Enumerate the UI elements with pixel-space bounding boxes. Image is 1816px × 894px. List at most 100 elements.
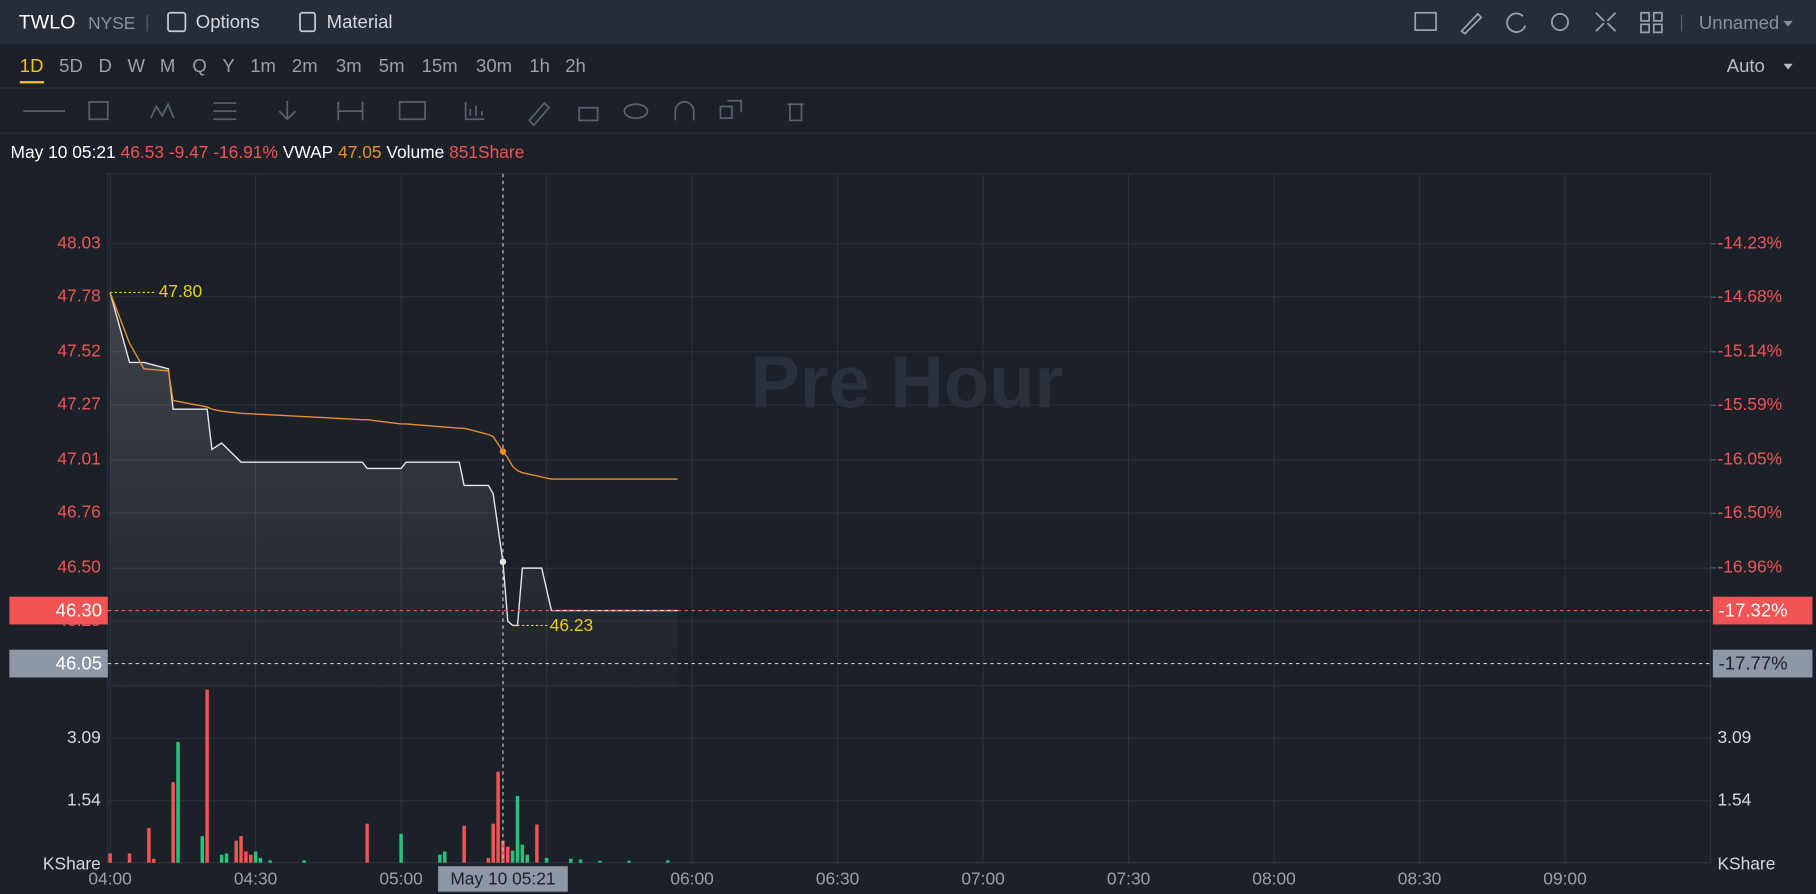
volume-tick-label: 3.09 [67,727,101,747]
symbol: TWLO [19,11,76,33]
x-tick-label: 09:00 [1543,869,1586,889]
x-tick-label: 08:00 [1252,869,1295,889]
volume-bar [627,860,631,863]
crosshair-time-box [438,866,568,892]
tool-rect[interactable] [88,101,109,121]
tool-arrow[interactable] [278,100,297,121]
volume-tick-label: 1.54 [1717,789,1751,809]
layout-icon[interactable] [1640,11,1663,34]
dropdown-arrow [1783,63,1793,70]
volume-bar [462,825,466,863]
options-button[interactable]: Options [196,11,260,32]
timeframe-button[interactable]: 1m [250,55,276,76]
volume-unit: KShare [1717,854,1775,874]
volume-bar [253,851,258,863]
tool-chart[interactable] [464,101,485,121]
timeframe-button[interactable]: M [160,55,175,76]
indicator-icon[interactable] [1414,11,1437,31]
material-icon[interactable] [299,11,316,33]
volume-bar [205,689,209,863]
timeframe-button[interactable]: 5D [59,55,83,76]
tool-measure[interactable] [337,101,364,121]
tool-text[interactable] [398,101,426,121]
header-bar [0,0,1816,45]
volume-bar [491,823,495,863]
timeframe-button[interactable]: Q [192,55,206,76]
timeframe-button[interactable]: 2h [565,55,586,76]
volume-bar [249,854,253,863]
timeframe-button[interactable]: 15m [422,55,458,76]
material-button[interactable]: Material [327,11,393,32]
tool-group[interactable] [719,99,743,119]
volume-bar [399,833,403,863]
volume-bar [506,846,510,863]
tool-pattern[interactable] [149,102,175,119]
y2-tick-label: -15.59% [1717,394,1782,414]
collapse-icon[interactable] [1595,12,1617,32]
high-label: 47.80 [159,281,202,301]
y-tick-label: 46.76 [57,502,100,522]
tool-lock[interactable] [578,106,599,122]
y2-tick-label: -16.50% [1717,502,1782,522]
low-label: 46.23 [550,615,593,635]
timeframe-button[interactable]: W [127,55,145,76]
timeframe-button[interactable]: 5m [379,55,405,76]
vwap-line [109,292,678,480]
dropdown-arrow [1783,20,1793,27]
volume-bar [224,853,229,863]
refresh-icon[interactable] [1506,12,1527,33]
volume-bar [520,844,525,863]
y-tick-label: 47.52 [57,340,100,360]
timeframe-button[interactable]: 1h [529,55,550,76]
y2-tick-label: -15.14% [1717,340,1782,360]
y2-tick-label: -16.05% [1717,448,1782,468]
info-change: -9.47 [169,141,209,161]
tool-delete[interactable] [787,103,804,122]
crosshair-dot [499,558,507,566]
crosshair-percent-label: -17.77% [1719,653,1788,674]
exchange: NYSE [88,13,135,33]
volume-bar [666,860,670,863]
timeframe-button[interactable]: 3m [336,55,362,76]
volume-bar [544,857,549,863]
tool-magnet[interactable] [674,101,695,121]
settings-icon[interactable] [1550,13,1569,31]
crosshair-price-label: 46.05 [56,653,102,674]
last-percent-label: -17.32% [1719,600,1788,621]
volume-bar [258,857,263,863]
volume-bar [268,860,272,863]
price-area [110,292,678,690]
timeframe-button[interactable]: 30m [476,55,512,76]
tool-fib[interactable] [213,102,237,121]
timeframe-button[interactable]: 2m [292,55,318,76]
scale-mode[interactable]: Auto [1727,55,1765,76]
last-price-label: 46.30 [56,600,102,621]
options-icon[interactable] [167,11,187,33]
chart: Pre Hour04:0004:3005:0005:3006:0006:3007… [9,173,1813,892]
volume-bar [496,771,500,863]
timeframe-button[interactable]: D [99,55,112,76]
timeframe-button[interactable]: Y [222,55,234,76]
draw-icon[interactable] [1460,12,1483,35]
y-tick-label: 48.03 [57,232,100,252]
info-date: May 10 05:21 [11,141,116,161]
timeframe-bar: 1D 5D D W M Q Y 1m 2m 3m 5m 15m 30m 1h 2h [19,55,586,84]
y2-tick-label: -14.23% [1717,232,1782,252]
volume-bar [200,836,204,863]
volume-bar [234,840,238,863]
volume-bar [535,824,539,863]
volume-bar [501,840,505,863]
tool-eye[interactable] [623,103,649,119]
volume-bar [108,853,112,863]
volume-bar [127,853,132,863]
layout-name[interactable]: Unnamed [1699,12,1779,33]
volume-bar [598,860,602,863]
x-tick-label: 04:30 [234,869,277,889]
tool-pen[interactable] [528,101,551,127]
y2-tick-label: -14.68% [1717,286,1782,306]
timeframe-button[interactable]: 1D [20,55,44,76]
volume-bar [147,828,151,863]
